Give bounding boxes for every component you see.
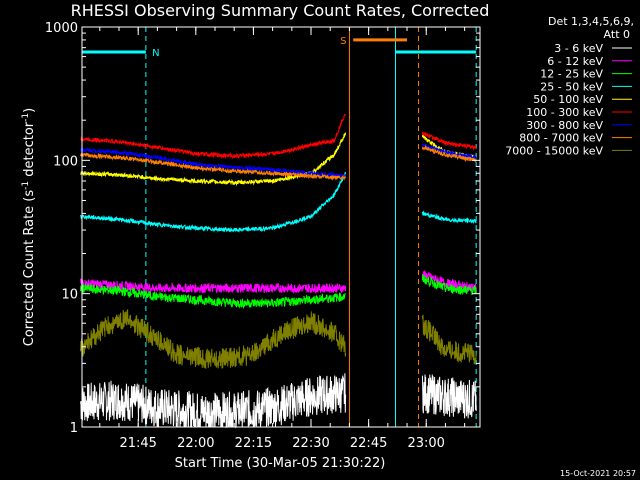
plot-frame bbox=[81, 26, 481, 428]
series-line bbox=[421, 314, 477, 365]
y-axis-label-sup2: -1 bbox=[21, 113, 31, 122]
series-7000-15000-kev bbox=[80, 308, 477, 370]
x-tick-label: 23:00 bbox=[407, 436, 444, 451]
series-line bbox=[80, 373, 347, 429]
x-axis-label: Start Time (30-Mar-05 21:30:22) bbox=[175, 456, 386, 471]
y-axis-label-sup1: -1 bbox=[21, 181, 31, 190]
legend-label: 6 - 12 keV bbox=[547, 55, 603, 68]
series-800-7000-kev bbox=[80, 145, 477, 181]
series-line bbox=[421, 131, 477, 151]
x-tick-label: 21:45 bbox=[119, 436, 156, 451]
y-tick-label: 10 bbox=[61, 288, 78, 303]
chart-title: RHESSI Observing Summary Count Rates, Co… bbox=[71, 1, 490, 20]
series-line bbox=[421, 374, 477, 419]
y-axis-label: Corrected Count Rate (s-1 detector-1) bbox=[21, 108, 37, 346]
timestamp: 15-Oct-2021 20:57 bbox=[560, 469, 636, 478]
x-axis: 21:45 22:00 22:15 22:30 22:45 23:00 bbox=[99, 27, 466, 451]
series-line bbox=[421, 145, 477, 163]
legend-label: 3 - 6 keV bbox=[554, 42, 603, 55]
plot-area: NS bbox=[80, 27, 477, 429]
x-tick-label: 22:00 bbox=[177, 436, 214, 451]
legend-label: 12 - 25 keV bbox=[540, 68, 603, 81]
series-25-50-kev bbox=[80, 171, 477, 233]
series-12-25-kev bbox=[80, 274, 477, 310]
x-tick-label: 22:30 bbox=[292, 436, 329, 451]
legend-label: 100 - 300 keV bbox=[526, 106, 603, 119]
series-line bbox=[80, 113, 347, 160]
series-line bbox=[80, 283, 347, 310]
series-3-6-kev bbox=[80, 373, 477, 429]
x-tick-label: 22:15 bbox=[235, 436, 272, 451]
flag-label: S bbox=[340, 36, 346, 47]
y-tick-label: 1 bbox=[70, 421, 78, 436]
series-line bbox=[80, 147, 347, 180]
legend-label: 50 - 100 keV bbox=[533, 93, 603, 106]
series-line bbox=[421, 274, 477, 296]
y-axis-label-mid: detector bbox=[22, 121, 37, 181]
legend-header-line1: Det 1,3,4,5,6,9, bbox=[548, 15, 634, 28]
legend-label: 25 - 50 keV bbox=[540, 80, 603, 93]
legend-label: 7000 - 15000 keV bbox=[505, 144, 603, 157]
series-100-300-kev bbox=[80, 113, 477, 160]
series-line bbox=[80, 171, 347, 233]
series-line bbox=[421, 210, 477, 224]
series-6-12-kev bbox=[80, 270, 477, 295]
legend-header-line2: Att 0 bbox=[604, 28, 630, 41]
x-tick-label: 22:45 bbox=[350, 436, 387, 451]
series-line bbox=[80, 132, 347, 187]
legend-label: 300 - 800 keV bbox=[526, 119, 603, 132]
y-tick-label: 1000 bbox=[45, 21, 78, 36]
legend-label: 800 - 7000 keV bbox=[519, 132, 603, 145]
y-axis: 1 10 100 1000 bbox=[45, 21, 480, 436]
series-line bbox=[80, 152, 347, 181]
flag-label: N bbox=[152, 48, 159, 59]
y-tick-label: 100 bbox=[53, 154, 78, 169]
series-line bbox=[80, 308, 347, 370]
y-axis-label-end: ) bbox=[22, 108, 37, 113]
y-axis-label-main: Corrected Count Rate (s bbox=[22, 190, 37, 347]
